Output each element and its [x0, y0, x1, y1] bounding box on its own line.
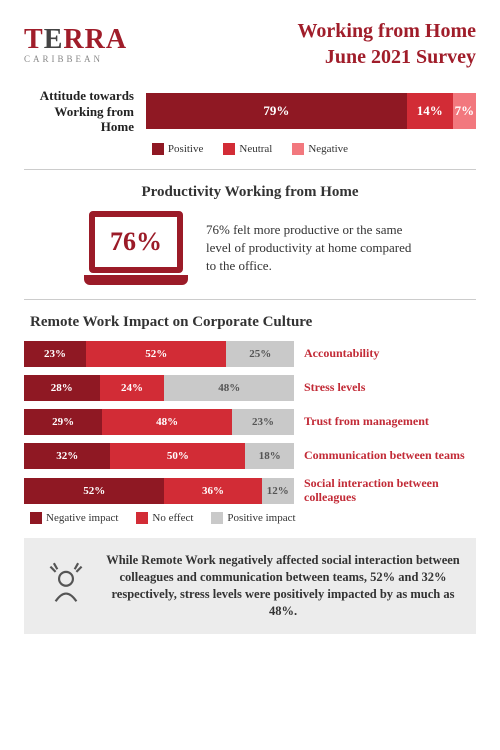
laptop-icon: 76% [84, 211, 188, 285]
productivity-title: Productivity Working from Home [24, 184, 476, 201]
impact-row-label: Accountability [304, 347, 476, 361]
impact-segment: 23% [232, 409, 294, 435]
impact-segment: 52% [24, 478, 164, 504]
legend-item: Negative impact [30, 512, 118, 524]
attitude-section: Attitude towards Working from Home 79%14… [24, 88, 476, 135]
logo-subtext: CARIBBEAN [24, 54, 103, 64]
impact-segment: 29% [24, 409, 102, 435]
impact-bar: 28%24%48% [24, 375, 294, 401]
impact-bar: 23%52%25% [24, 341, 294, 367]
attitude-segment: 14% [407, 93, 453, 129]
productivity-section: 76% 76% felt more productive or the same… [24, 211, 476, 285]
header: TERRA CARIBBEAN Working from Home June 2… [24, 18, 476, 70]
legend-item: Neutral [223, 143, 272, 155]
attitude-label: Attitude towards Working from Home [24, 88, 134, 135]
impact-segment: 12% [262, 478, 294, 504]
impact-segment: 32% [24, 443, 110, 469]
impact-row: 29%48%23% Trust from management [24, 409, 476, 435]
title-line1: Working from Home [297, 18, 476, 44]
page-title: Working from Home June 2021 Survey [297, 18, 476, 70]
productivity-text: 76% felt more productive or the same lev… [206, 221, 416, 274]
impact-segment: 25% [226, 341, 294, 367]
legend-item: No effect [136, 512, 193, 524]
impact-segment: 48% [164, 375, 294, 401]
summary-box: While Remote Work negatively affected so… [24, 538, 476, 634]
impact-row: 52%36%12% Social interaction between coll… [24, 477, 476, 505]
legend-item: Negative [292, 143, 348, 155]
impact-row-label: Communication between teams [304, 449, 476, 463]
impact-bar: 32%50%18% [24, 443, 294, 469]
impact-segment: 28% [24, 375, 100, 401]
attitude-segment: 79% [146, 93, 407, 129]
summary-text: While Remote Work negatively affected so… [106, 552, 460, 620]
impact-row-label: Social interaction between colleagues [304, 477, 476, 505]
impact-segment: 52% [86, 341, 226, 367]
divider [24, 299, 476, 300]
impact-segment: 24% [100, 375, 165, 401]
divider [24, 169, 476, 170]
impact-bar: 29%48%23% [24, 409, 294, 435]
attitude-segment: 7% [453, 93, 476, 129]
impact-row: 28%24%48% Stress levels [24, 375, 476, 401]
impact-legend: Negative impact No effect Positive impact [30, 512, 476, 524]
impact-row-label: Stress levels [304, 381, 476, 395]
impact-segment: 50% [110, 443, 245, 469]
impact-segment: 23% [24, 341, 86, 367]
impact-segment: 48% [102, 409, 232, 435]
attitude-legend: Positive Neutral Negative [24, 143, 476, 155]
impact-row-label: Trust from management [304, 415, 476, 429]
stress-icon [40, 558, 92, 615]
logo-text: TERRA [24, 24, 127, 56]
logo: TERRA CARIBBEAN [24, 24, 127, 64]
impact-segment: 18% [245, 443, 294, 469]
productivity-stat: 76% [110, 227, 162, 257]
impact-row: 23%52%25% Accountability [24, 341, 476, 367]
attitude-bar-chart: 79%14%7% [146, 93, 476, 129]
impact-chart: 23%52%25%Accountability28%24%48%Stress l… [24, 341, 476, 505]
legend-item: Positive [152, 143, 203, 155]
impact-row: 32%50%18% Communication between teams [24, 443, 476, 469]
impact-segment: 36% [164, 478, 261, 504]
impact-title: Remote Work Impact on Corporate Culture [30, 314, 476, 331]
legend-item: Positive impact [211, 512, 295, 524]
title-line2: June 2021 Survey [297, 44, 476, 70]
impact-bar: 52%36%12% [24, 478, 294, 504]
